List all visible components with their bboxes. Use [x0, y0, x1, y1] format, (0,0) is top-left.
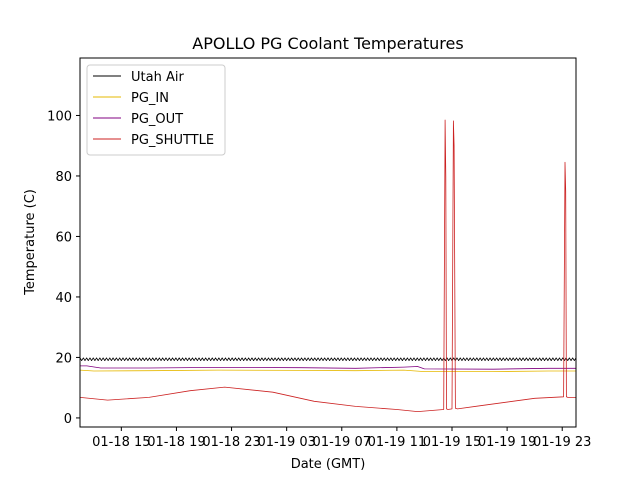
legend-box: [86, 64, 226, 156]
y-tick-label: 40: [55, 291, 72, 306]
x-tick-label: 01-19 07: [313, 435, 371, 450]
series-line-pg-in: [80, 369, 576, 373]
y-tick-label: 0: [64, 412, 72, 427]
legend-label-utah-air: Utah Air: [131, 70, 184, 85]
chart-title: APOLLO PG Coolant Temperatures: [192, 34, 463, 53]
legend-label-pg-in: PG_IN: [131, 91, 169, 106]
series-line-utah-air: [80, 357, 576, 362]
plot-frame: [79, 57, 577, 428]
x-tick-label: 01-19 19: [478, 435, 536, 450]
y-axis-ticks: 0 20 40 60 80 100: [47, 109, 80, 427]
series-line-pg-out: [80, 365, 576, 370]
legend-label-pg-out: PG_OUT: [131, 112, 183, 127]
x-tick-label: 01-19 15: [423, 435, 481, 450]
legend: Utah Air PG_IN PG_OUT PG_SHUTTLE: [86, 64, 226, 156]
y-tick-label: 20: [55, 351, 72, 366]
y-tick-label: 60: [55, 230, 72, 245]
x-tick-label: 01-18 23: [202, 435, 260, 450]
x-tick-label: 01-18 19: [147, 435, 205, 450]
legend-label-pg-shuttle: PG_SHUTTLE: [131, 133, 214, 148]
x-tick-label: 01-18 15: [92, 435, 150, 450]
x-tick-label: 01-19 11: [368, 435, 426, 450]
series-layer: [80, 119, 576, 413]
y-tick-label: 100: [47, 109, 72, 124]
series-line-pg-shuttle: [80, 119, 576, 413]
y-axis-label: Temperature (C): [23, 189, 38, 296]
y-tick-label: 80: [55, 170, 72, 185]
x-tick-label: 01-19 23: [533, 435, 591, 450]
x-tick-label: 01-19 03: [257, 435, 315, 450]
x-axis-label: Date (GMT): [291, 457, 366, 472]
